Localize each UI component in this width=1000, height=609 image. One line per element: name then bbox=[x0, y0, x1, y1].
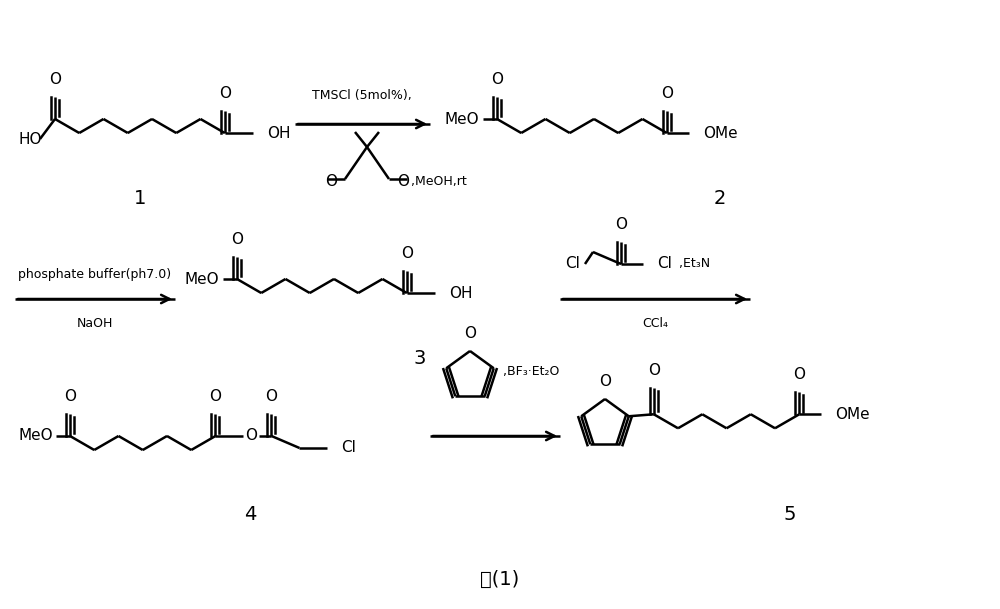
Text: 1: 1 bbox=[134, 189, 146, 208]
Text: OMe: OMe bbox=[835, 407, 870, 422]
Text: MeO: MeO bbox=[185, 272, 220, 286]
Text: O: O bbox=[64, 389, 76, 404]
Text: O: O bbox=[599, 374, 611, 389]
Text: O: O bbox=[464, 326, 476, 341]
Text: O: O bbox=[231, 232, 243, 247]
Text: O: O bbox=[219, 86, 231, 101]
Text: 2: 2 bbox=[714, 189, 726, 208]
Text: 4: 4 bbox=[244, 504, 256, 524]
Text: 5: 5 bbox=[784, 504, 796, 524]
Text: O: O bbox=[401, 246, 413, 261]
Text: O: O bbox=[245, 429, 257, 443]
Text: O: O bbox=[397, 174, 409, 189]
Text: O: O bbox=[265, 389, 277, 404]
Text: Cl: Cl bbox=[657, 256, 672, 272]
Text: O: O bbox=[661, 86, 673, 101]
Text: OMe: OMe bbox=[703, 125, 737, 141]
Text: O: O bbox=[793, 367, 805, 382]
Text: NaOH: NaOH bbox=[77, 317, 113, 330]
Text: OH: OH bbox=[449, 286, 472, 300]
Text: O: O bbox=[325, 174, 337, 189]
Text: Cl: Cl bbox=[565, 256, 580, 272]
Text: ,Et₃N: ,Et₃N bbox=[679, 258, 710, 270]
Text: O: O bbox=[615, 217, 627, 232]
Text: 3: 3 bbox=[414, 350, 426, 368]
Text: ,MeOH,rt: ,MeOH,rt bbox=[411, 175, 467, 188]
Text: MeO: MeO bbox=[445, 111, 480, 127]
Text: CCl₄: CCl₄ bbox=[642, 317, 668, 330]
Text: phosphate buffer(ph7.0): phosphate buffer(ph7.0) bbox=[18, 268, 172, 281]
Text: HO: HO bbox=[18, 132, 42, 147]
Text: O: O bbox=[491, 72, 503, 87]
Text: OH: OH bbox=[267, 125, 290, 141]
Text: 图(1): 图(1) bbox=[480, 569, 520, 588]
Text: TMSCl (5mol%),: TMSCl (5mol%), bbox=[312, 89, 412, 102]
Text: O: O bbox=[49, 72, 61, 87]
Text: Cl: Cl bbox=[341, 440, 356, 456]
Text: ,BF₃·Et₂O: ,BF₃·Et₂O bbox=[503, 365, 559, 378]
Text: MeO: MeO bbox=[18, 429, 53, 443]
Text: O: O bbox=[648, 364, 660, 378]
Text: O: O bbox=[209, 389, 221, 404]
